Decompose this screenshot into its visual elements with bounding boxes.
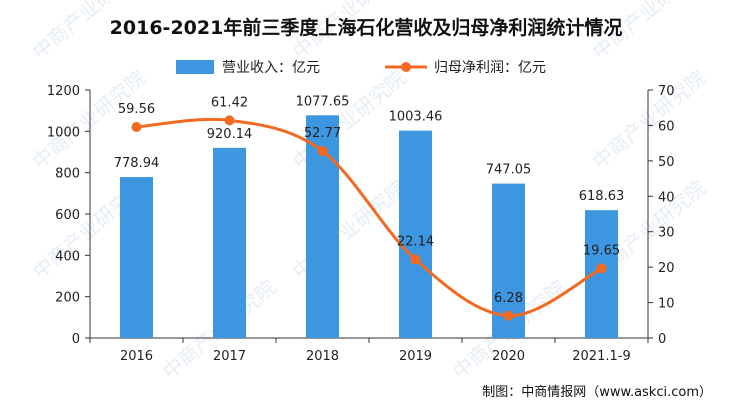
bar-series: [120, 115, 618, 338]
x-tick-label: 2021.1-9: [572, 349, 630, 364]
profit-point: [224, 115, 235, 126]
bar-value-label: 747.05: [486, 163, 532, 178]
bar: [399, 130, 432, 338]
y-right-tick-label: 0: [658, 332, 666, 347]
legend-label-revenue: 营业收入：亿元: [222, 60, 320, 76]
x-tick-label: 2018: [306, 349, 339, 364]
profit-point: [410, 254, 421, 265]
profit-point: [596, 263, 607, 274]
x-tick-label: 2016: [120, 349, 153, 364]
y-right-tick-label: 30: [658, 226, 675, 241]
bar-value-label: 618.63: [579, 189, 625, 204]
bar: [213, 147, 246, 338]
x-tick-label: 2017: [213, 349, 246, 364]
data-labels: 778.94 920.14 1077.65 1003.46 747.05 618.63 59…: [114, 94, 625, 305]
watermark-text: 中商产业研究院: [588, 65, 711, 173]
line-value-label: 22.14: [397, 235, 434, 250]
legend: 营业收入：亿元 归母净利润：亿元: [176, 59, 546, 76]
y-right-tick-label: 50: [658, 155, 675, 170]
y-right-tick-label: 70: [658, 84, 675, 99]
y-left-tick-label: 600: [55, 208, 80, 223]
y-right-tick-label: 40: [658, 190, 675, 205]
y-left-tick-label: 1200: [47, 84, 80, 99]
line-value-label: 61.42: [211, 95, 248, 110]
y-left-tick-label: 200: [55, 291, 80, 306]
bar-value-label: 920.14: [207, 127, 253, 142]
x-tick-label: 2020: [492, 349, 525, 364]
profit-point: [503, 310, 514, 321]
y-left-tick-label: 0: [72, 332, 80, 347]
line-value-label: 19.65: [583, 243, 620, 258]
y-left-tick-label: 800: [55, 167, 80, 182]
legend-label-profit: 归母净利润：亿元: [434, 59, 546, 76]
y-right-tick-label: 60: [658, 119, 675, 134]
y-left-tick-label: 1000: [47, 125, 80, 140]
bar-value-label: 1077.65: [296, 94, 350, 109]
x-tick-label: 2019: [399, 349, 432, 364]
bar: [120, 177, 153, 338]
source-note: 制图：中商情报网（www.askci.com）: [482, 385, 712, 400]
y-right-tick-label: 20: [658, 261, 675, 276]
profit-point: [317, 146, 328, 157]
legend-marker-profit: [401, 62, 411, 72]
legend-swatch-revenue: [176, 60, 214, 74]
line-value-label: 52.77: [304, 126, 341, 141]
bar-value-label: 1003.46: [389, 110, 443, 125]
y-right-tick-label: 10: [658, 297, 675, 312]
line-value-label: 6.28: [494, 291, 523, 306]
y-left-tick-label: 400: [55, 249, 80, 264]
chart-title: 2016-2021年前三季度上海石化营收及归母净利润统计情况: [110, 16, 623, 39]
line-series: [131, 115, 607, 321]
axes: 0 200 400 600 800 1000 1200 0 10 20 30 40 50 60 70 2016…: [47, 84, 675, 364]
profit-point: [131, 121, 142, 132]
bar-value-label: 778.94: [114, 156, 160, 171]
line-value-label: 59.56: [118, 102, 155, 117]
